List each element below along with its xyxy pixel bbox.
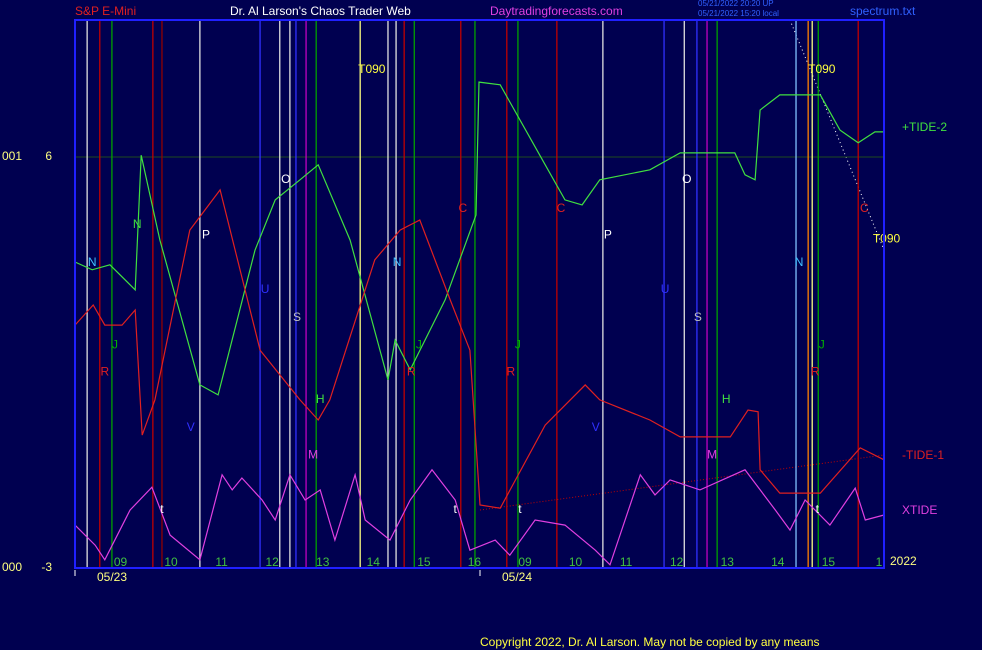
author: Dr. Al Larson's Chaos Trader Web [230,4,411,18]
x-tick-label: 09 [518,555,532,569]
stamp: 05/21/2022 20:20 UP [698,0,774,8]
year: 2022 [890,554,917,568]
x-tick-label: 11 [620,555,633,569]
x-tick-label: 16 [468,555,482,569]
annotation: P [604,227,612,241]
annotation: N [795,255,804,269]
x-tick-label: 15 [417,555,431,569]
y-code-label: 000 [2,560,22,574]
file-name: spectrum.txt [850,4,916,18]
annotation: M [707,447,717,461]
series-line [74,468,885,566]
annotation: H [316,392,325,406]
annotation: t [816,502,820,516]
legend-label: -TIDE-1 [902,448,944,462]
legend-label: XTIDE [902,503,937,517]
annotation: S [694,310,702,324]
annotation: R [811,364,820,378]
x-tick-label: 13 [721,555,735,569]
annotation: R [407,364,416,378]
annotation: O [281,172,290,186]
x-tick-label: 09 [114,555,128,569]
annotation: N [88,255,97,269]
x-tick-label: 15 [822,555,836,569]
y-tick-label: -3 [41,560,52,574]
plot-border [74,19,885,569]
copyright: Copyright 2022, Dr. Al Larson. May not b… [480,635,820,649]
x-tick-label: 12 [670,555,684,569]
annotation: P [202,227,210,241]
trend-line [479,454,885,511]
series-line [74,188,885,509]
x-tick-label: 13 [316,555,330,569]
instrument: S&P E-Mini [75,4,136,18]
annotation: V [592,420,600,434]
legend-label: +TIDE-2 [902,120,947,134]
annotation: t [518,502,522,516]
annotation: J [416,337,422,351]
x-tick-label: 11 [215,555,228,569]
y-tick-label: 6 [45,149,52,163]
date-label: 05/23 [97,570,127,584]
annotation: T090 [358,62,386,76]
stamp: 05/21/2022 15:20 local [698,9,779,18]
annotation: T090 [873,231,901,245]
annotation: O [682,172,691,186]
annotation: J [112,337,118,351]
annotation: S [293,310,301,324]
x-tick-label: 10 [164,555,178,569]
x-tick-label: 14 [367,555,381,569]
annotation: t [160,502,164,516]
annotation: R [507,364,516,378]
annotation: J [515,337,521,351]
annotation: C [458,201,467,215]
x-tick-label: 14 [771,555,785,569]
annotation: t [454,502,458,516]
annotation: V [187,420,195,434]
annotation: U [661,282,670,296]
annotation: U [261,282,270,296]
annotation: C [557,201,566,215]
site: Daytradingforecasts.com [490,4,623,18]
series-line [74,81,884,396]
date-label: 05/24 [502,570,532,584]
annotation: M [308,447,318,461]
annotation: J [819,337,825,351]
x-tick-label: 1 [876,555,883,569]
annotation: T090 [808,62,836,76]
x-tick-label: 12 [266,555,280,569]
annotation: N [393,255,402,269]
annotation: H [722,392,731,406]
annotation: N [133,217,142,231]
y-code-label: 001 [2,149,22,163]
x-tick-label: 10 [569,555,583,569]
trend-line [789,19,885,251]
annotation: C [860,201,869,215]
annotation: R [100,364,109,378]
